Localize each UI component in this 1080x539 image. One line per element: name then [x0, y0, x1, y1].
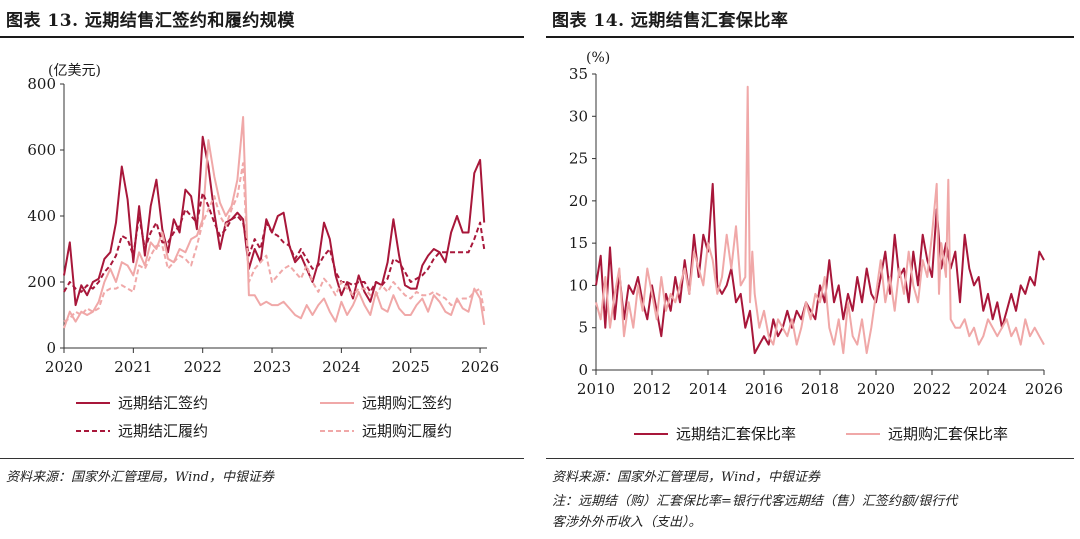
right-x-tick-label: 2016: [745, 380, 783, 398]
left-source-note: 资料来源：国家外汇管理局，Wind，中银证券: [6, 470, 274, 485]
right-y-axis-label: (%): [586, 50, 610, 66]
right-x-tick-label: 2018: [801, 380, 839, 398]
left-chart-panel: 图表 13. 远期结售汇签约和履约规模 0 200 400 600 800 2020 202…: [0, 0, 526, 539]
left-y-axis-label: (亿美元): [48, 63, 101, 79]
right-footnote-line2: 客涉外外币收入（支出）。: [552, 515, 702, 530]
right-footnote-line1: 注：远期结（购）汇套保比率=银行代客远期结（售）汇签约额/银行代: [552, 494, 958, 509]
left-x-tick-label: 2022: [184, 358, 222, 376]
left-series-line-3: [63, 191, 486, 293]
right-chart-title: 图表 14. 远期结售汇套保比率: [552, 11, 789, 31]
right-y-tick-label: 0: [578, 361, 588, 379]
left-chart-title: 图表 13. 远期结售汇签约和履约规模: [6, 11, 295, 31]
right-y-tick-label: 35: [569, 65, 588, 83]
right-x-tick-label: 2024: [969, 380, 1007, 398]
right-y-tick-label: 25: [569, 150, 588, 168]
right-chart: 0 5 10 15 20 25 30 35 2010 2012 2014 2016 2018 2020 20…: [569, 50, 1063, 443]
left-x-tick-label: 2025: [392, 358, 430, 376]
left-x-tick-label: 2020: [45, 358, 83, 376]
left-y-tick-label: 0: [46, 339, 56, 357]
right-chart-panel: 图表 14. 远期结售汇套保比率 0 5 10 15 20 25 30 35 2010 2012 2…: [546, 0, 1080, 539]
left-x-tick-label: 2026: [461, 358, 499, 376]
right-x-tick-label: 2020: [857, 380, 895, 398]
right-title-rule: [546, 36, 1074, 38]
left-y-tick-label: 600: [27, 141, 56, 159]
left-bottom-rule: [0, 458, 524, 459]
left-x-tick-label: 2021: [114, 358, 152, 376]
left-x-tick-label: 2024: [322, 358, 360, 376]
right-bottom-rule: [546, 458, 1074, 459]
left-series-line-4: [63, 162, 486, 323]
right-y-tick-label: 30: [569, 107, 588, 125]
left-chart: 0 200 400 600 800 2020 2021 2022 2023 2024 2025 202…: [27, 63, 499, 440]
right-y-tick-label: 10: [569, 276, 588, 294]
right-x-tick-label: 2014: [689, 380, 727, 398]
left-legend-label-3: 远期结汇履约: [118, 422, 208, 440]
right-y-tick-label: 15: [569, 234, 588, 252]
right-source-note: 资料来源：国家外汇管理局，Wind，中银证券: [552, 470, 820, 485]
left-series-line-1: [63, 135, 486, 307]
left-legend-label-2: 远期购汇签约: [362, 394, 452, 412]
left-legend-label-4: 远期购汇履约: [362, 422, 452, 440]
right-series-line-2: [595, 85, 1045, 355]
right-y-tick-label: 20: [569, 192, 588, 210]
right-x-tick-label: 2012: [633, 380, 671, 398]
left-y-tick-label: 800: [27, 75, 56, 93]
left-x-tick-label: 2023: [253, 358, 291, 376]
left-y-tick-label: 400: [27, 207, 56, 225]
left-series-line-2: [63, 116, 486, 329]
right-y-tick-label: 5: [578, 319, 588, 337]
right-x-tick-label: 2022: [913, 380, 951, 398]
right-x-tick-label: 2010: [577, 380, 615, 398]
right-series-line-1: [595, 182, 1045, 355]
right-legend-label-1: 远期结汇套保比率: [676, 425, 796, 443]
left-y-tick-label: 200: [27, 273, 56, 291]
left-legend-label-1: 远期结汇签约: [118, 394, 208, 412]
right-x-tick-label: 2026: [1025, 380, 1063, 398]
left-title-rule: [0, 36, 524, 38]
right-legend-label-2: 远期购汇套保比率: [888, 425, 1008, 443]
